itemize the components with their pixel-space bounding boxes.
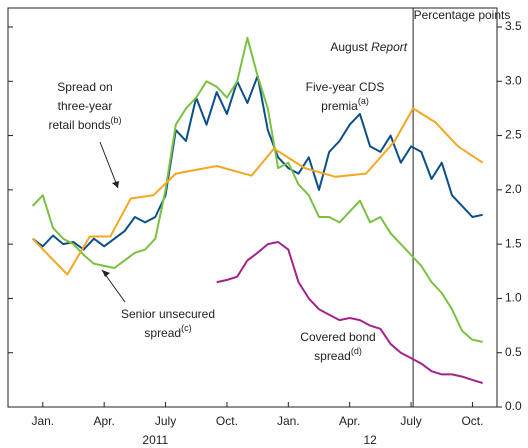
series-label: Covered bond (300, 330, 375, 344)
series-line (31, 36, 483, 343)
x-tick-label: July (155, 414, 176, 428)
arrow (99, 141, 119, 189)
series-label-text: retail bonds (48, 118, 110, 132)
series-label: Senior unsecured (121, 307, 215, 321)
series-label-footnote: (d) (351, 346, 362, 356)
plot-frame (7, 7, 498, 408)
year-label: 2011 (142, 433, 168, 447)
series-label: three-year (58, 99, 113, 113)
year-label: 12 (363, 433, 377, 447)
series-label-text: spread (144, 326, 181, 340)
series-label: retail bonds(b) (48, 115, 121, 132)
reference-label-italic: Report (371, 40, 408, 54)
x-tick-label: July (400, 414, 421, 428)
y-tick-label: 0.5 (505, 345, 522, 359)
series-label-footnote: (a) (358, 96, 369, 106)
reference-label: August Report (330, 40, 407, 54)
series-label: Spread on (57, 80, 112, 94)
series-label-text: spread (314, 349, 351, 363)
x-tick-label: Apr. (339, 414, 360, 428)
y-tick-label: 0.0 (505, 399, 522, 413)
series-line (216, 241, 483, 385)
series-label-text: Covered bond (300, 330, 375, 344)
y-tick-label: 1.5 (505, 236, 522, 250)
y-tick-label: 3.5 (505, 19, 522, 33)
arrowhead (112, 181, 119, 188)
series-label-footnote: (c) (181, 323, 192, 333)
y-axis-label: Percentage points (414, 8, 511, 22)
series-label-text: Senior unsecured (121, 307, 215, 321)
x-tick-label: Jan. (31, 414, 54, 428)
y-tick-label: 3.0 (505, 73, 522, 87)
y-tick-label: 1.0 (505, 291, 522, 305)
series-label-text: premia (321, 99, 358, 113)
series-label: Five-year CDS (306, 80, 385, 94)
arrowhead (102, 270, 110, 277)
series-label-text: Five-year CDS (306, 80, 385, 94)
series-line (31, 107, 484, 276)
x-tick-label: Oct. (461, 414, 483, 428)
y-tick-label: 2.5 (505, 128, 522, 142)
series-label-text: Spread on (57, 80, 112, 94)
x-tick-label: Jan. (277, 414, 300, 428)
series-label: premia(a) (321, 96, 369, 113)
series-label-text: three-year (58, 99, 113, 113)
series-label-footnote: (b) (111, 115, 122, 125)
reference-label-text: August (330, 40, 371, 54)
series-label: spread(d) (314, 346, 362, 363)
x-tick-label: Apr. (93, 414, 114, 428)
x-tick-label: Oct. (216, 414, 238, 428)
y-tick-label: 2.0 (505, 182, 522, 196)
series-label: spread(c) (144, 323, 191, 340)
